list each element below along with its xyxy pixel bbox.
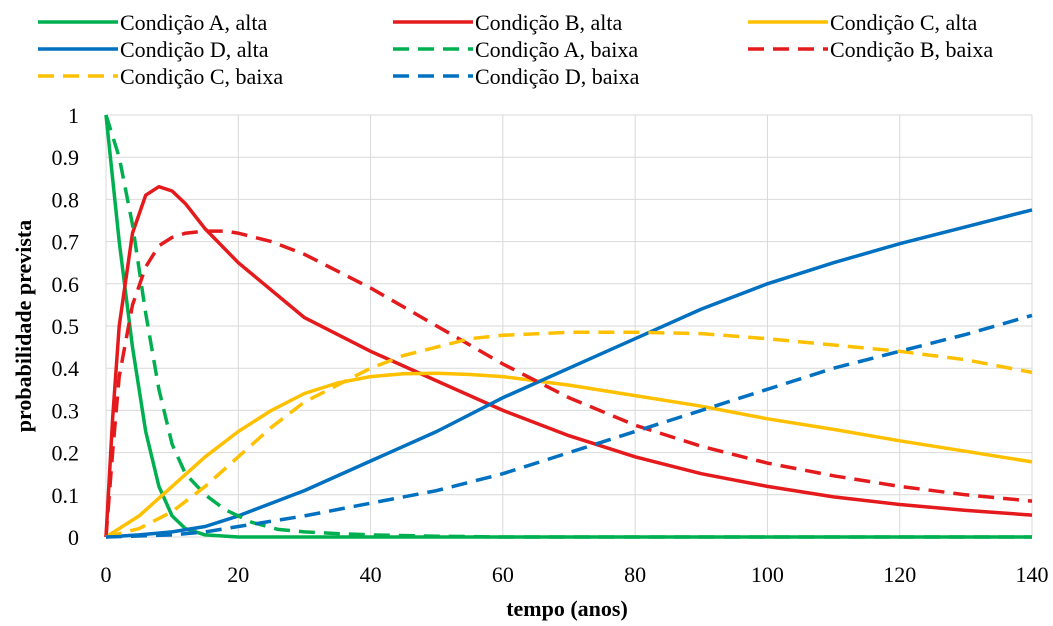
legend: Condição A, alta Condição B, alta Condição… xyxy=(38,10,993,89)
series-line xyxy=(105,330,1033,539)
legend-label: Condição B, alta xyxy=(475,10,622,35)
y-tick-label: 0.6 xyxy=(52,272,80,297)
x-tick-label: 140 xyxy=(1016,562,1049,587)
y-axis: 0 0.1 0.2 0.3 0.4 0.5 0.6 0.7 0.8 0.9 1 xyxy=(52,103,80,550)
legend-label: Condição D, alta xyxy=(120,37,269,62)
series-line xyxy=(104,229,1033,538)
x-tick-label: 100 xyxy=(751,562,784,587)
y-tick-label: 1 xyxy=(68,103,79,128)
legend-label: Condição A, alta xyxy=(120,10,267,35)
y-tick-label: 0.9 xyxy=(52,145,80,170)
x-tick-label: 20 xyxy=(227,562,249,587)
y-tick-label: 0.2 xyxy=(52,441,80,466)
y-tick-label: 0.8 xyxy=(52,187,80,212)
y-axis-title: probabilidade prevista xyxy=(11,220,36,433)
legend-label: Condição D, baixa xyxy=(475,64,640,89)
y-tick-label: 0.5 xyxy=(52,314,80,339)
legend-label: Condição C, alta xyxy=(830,10,977,35)
series-line xyxy=(105,371,1033,539)
series-line xyxy=(105,313,1033,539)
legend-label: Condição B, baixa xyxy=(830,37,993,62)
plot-area xyxy=(104,114,1033,539)
x-tick-label: 0 xyxy=(101,562,112,587)
series-line xyxy=(104,114,1032,539)
y-tick-label: 0.1 xyxy=(52,483,80,508)
y-tick-label: 0 xyxy=(68,525,79,550)
x-tick-label: 120 xyxy=(883,562,916,587)
x-axis: 0 20 40 60 80 100 120 140 xyxy=(101,562,1049,587)
x-tick-label: 60 xyxy=(492,562,514,587)
grid xyxy=(105,114,1033,538)
x-tick-label: 80 xyxy=(624,562,646,587)
y-tick-label: 0.4 xyxy=(52,356,80,381)
series-line xyxy=(105,208,1033,539)
legend-label: Condição C, baixa xyxy=(120,64,283,89)
y-tick-label: 0.3 xyxy=(52,398,80,423)
x-axis-title: tempo (anos) xyxy=(506,596,628,621)
x-tick-label: 40 xyxy=(360,562,382,587)
legend-label: Condição A, baixa xyxy=(475,37,638,62)
series-line xyxy=(104,184,1033,538)
y-tick-label: 0.7 xyxy=(52,230,80,255)
